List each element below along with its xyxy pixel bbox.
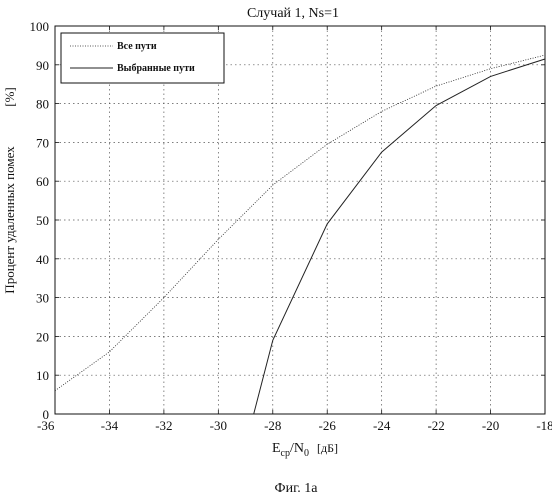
x-tick-label: -26 [319, 418, 337, 433]
y-tick-label: 0 [43, 407, 50, 422]
y-tick-label: 10 [36, 368, 49, 383]
y-axis-label: Процент удаленных помех [2, 146, 17, 294]
y-tick-label: 50 [36, 213, 49, 228]
x-axis-label-e: E [272, 441, 281, 456]
x-axis-ticks: -36-34-32-30-28-26-24-22-20-18 [37, 26, 552, 433]
series-line-all-paths [55, 55, 545, 391]
figure-caption: Фиг. 1а [275, 481, 319, 496]
chart-title-main: Случай 1 [247, 6, 302, 21]
y-tick-label: 100 [30, 19, 50, 34]
y-tick-label: 40 [36, 252, 49, 267]
chart-title: Случай 1, Ns=1 [247, 6, 339, 21]
x-tick-label: -28 [264, 418, 281, 433]
x-tick-label: -30 [210, 418, 227, 433]
x-tick-label: -32 [155, 418, 172, 433]
y-tick-label: 60 [36, 174, 49, 189]
x-axis-label-sub2: 0 [304, 448, 309, 459]
x-tick-label: -22 [427, 418, 444, 433]
legend: Все пути Выбранные пути [61, 33, 224, 83]
x-axis-unit: [дБ] [317, 441, 338, 455]
y-tick-label: 30 [36, 291, 49, 306]
y-tick-label: 70 [36, 135, 49, 150]
x-axis-label: Ecp/N0 [дБ] [272, 441, 338, 459]
y-axis-unit: [%] [2, 87, 17, 107]
series-line-selected-paths [254, 59, 545, 414]
y-tick-label: 80 [36, 97, 49, 112]
x-tick-label: -34 [101, 418, 119, 433]
x-tick-label: -24 [373, 418, 391, 433]
legend-label-selected-paths: Выбранные пути [117, 63, 195, 74]
gridlines [55, 26, 545, 414]
chart-title-rest: , Ns=1 [302, 6, 339, 21]
x-axis-label-sub1: cp [281, 448, 290, 459]
x-tick-label: -18 [536, 418, 552, 433]
x-axis-label-mid: /N [290, 441, 304, 456]
legend-label-all-paths: Все пути [117, 41, 157, 52]
x-tick-label: -20 [482, 418, 499, 433]
y-tick-label: 20 [36, 329, 49, 344]
series-layer [55, 55, 545, 414]
y-tick-label: 90 [36, 58, 49, 73]
